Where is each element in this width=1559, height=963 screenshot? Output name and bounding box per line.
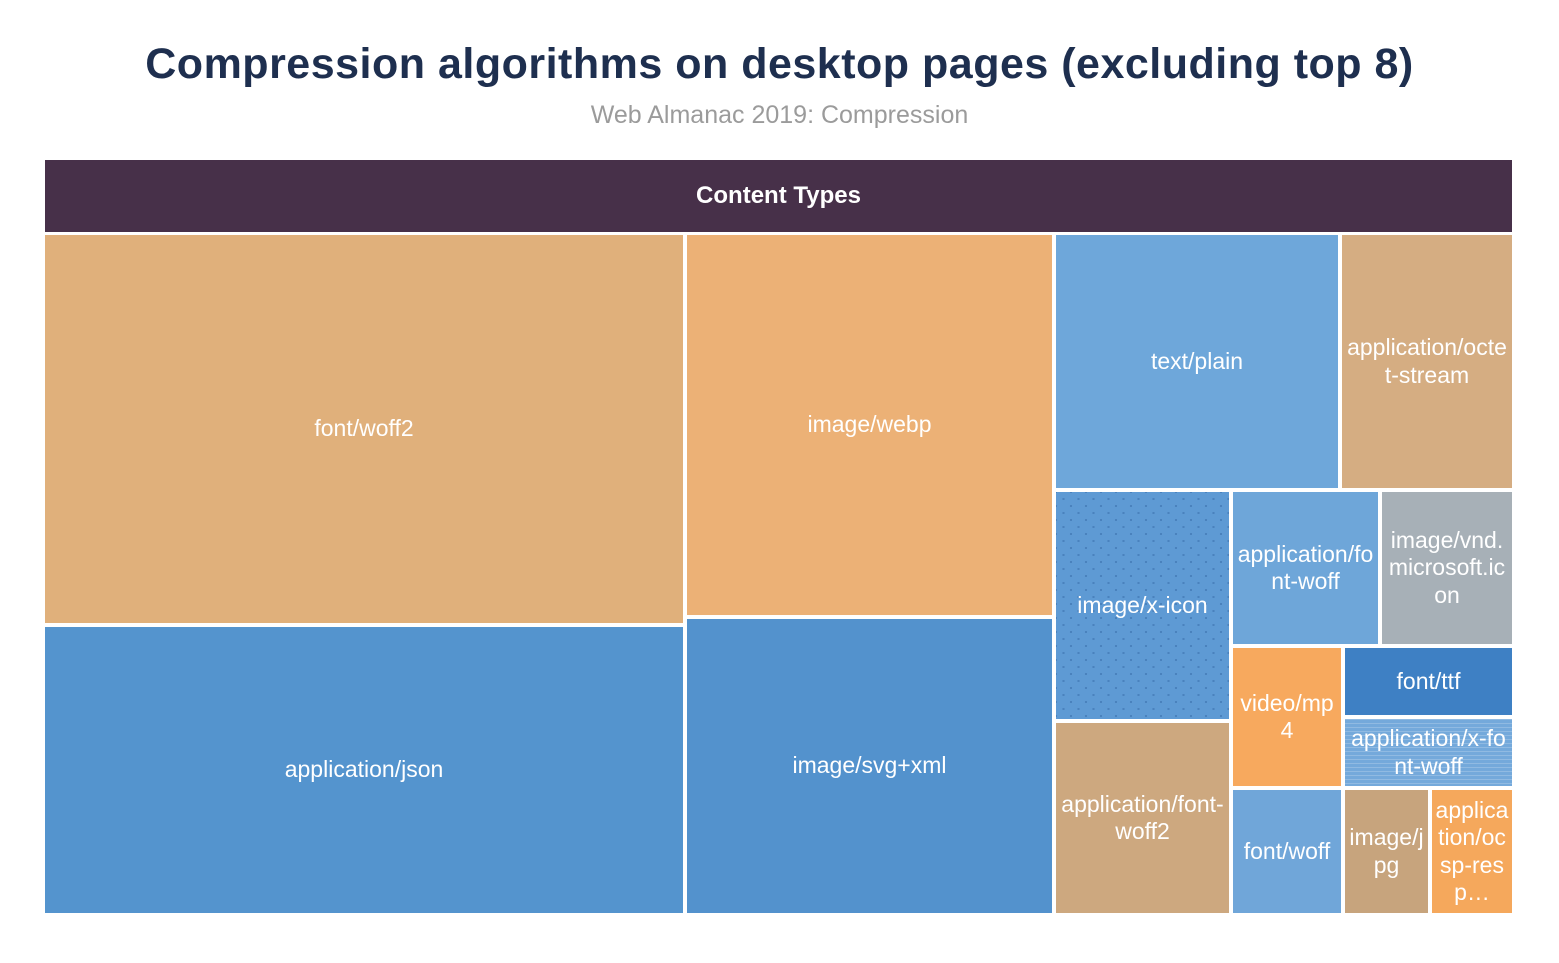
treemap-cell-application-ocsp-resp[interactable]: application/ocsp-resp…	[1432, 790, 1512, 913]
treemap-cell-text-plain[interactable]: text/plain	[1056, 235, 1338, 488]
chart-subtitle: Web Almanac 2019: Compression	[590, 101, 969, 129]
treemap: Content Types font/woff2 application/json…	[45, 160, 1512, 913]
treemap-cell-font-ttf[interactable]: font/ttf	[1345, 648, 1512, 715]
treemap-cell-application-font-woff[interactable]: application/font-woff	[1233, 492, 1378, 644]
treemap-cell-label: font/woff	[1243, 837, 1331, 864]
treemap-cell-label: image/webp	[807, 411, 932, 438]
treemap-cell-application-octet-stream[interactable]: application/octet-stream	[1342, 235, 1512, 488]
treemap-cell-label: font/woff2	[314, 415, 414, 442]
treemap-cell-image-jpg[interactable]: image/jpg	[1345, 790, 1428, 913]
treemap-cell-label: image/x-icon	[1077, 591, 1208, 618]
treemap-cell-label: video/mp4	[1240, 689, 1334, 743]
treemap-cell-application-json[interactable]: application/json	[45, 627, 683, 913]
treemap-cell-label: application/font-woff2	[1061, 790, 1224, 844]
treemap-cell-video-mp4[interactable]: video/mp4	[1233, 648, 1341, 786]
treemap-cell-label: application/octet-stream	[1347, 334, 1507, 388]
treemap-cell-label: image/vnd.microsoft.icon	[1388, 527, 1506, 608]
treemap-cell-label: font/ttf	[1396, 667, 1461, 694]
treemap-cell-application-x-font-woff[interactable]: application/x-font-woff	[1345, 719, 1512, 786]
treemap-cell-label: text/plain	[1150, 347, 1244, 374]
treemap-group-header: Content Types	[45, 160, 1512, 232]
treemap-group-label: Content Types	[696, 182, 861, 209]
treemap-cell-font-woff[interactable]: font/woff	[1233, 790, 1341, 913]
treemap-cell-image-x-icon[interactable]: image/x-icon	[1056, 492, 1229, 719]
treemap-cell-label: application/x-font-woff	[1351, 725, 1506, 779]
treemap-cell-image-webp[interactable]: image/webp	[687, 235, 1052, 615]
treemap-cell-image-svg-xml[interactable]: image/svg+xml	[687, 619, 1052, 913]
chart-title: Compression algorithms on desktop pages …	[145, 40, 1414, 88]
treemap-cell-font-woff2[interactable]: font/woff2	[45, 235, 683, 623]
treemap-cell-application-font-woff2[interactable]: application/font-woff2	[1056, 723, 1229, 913]
treemap-cell-label: image/svg+xml	[792, 752, 947, 779]
treemap-cell-label: image/jpg	[1349, 824, 1424, 878]
treemap-cell-label: application/ocsp-resp…	[1435, 797, 1509, 905]
treemap-cell-label: application/json	[284, 756, 444, 783]
treemap-cell-image-vnd-microsoft-icon[interactable]: image/vnd.microsoft.icon	[1382, 492, 1512, 644]
treemap-cell-label: application/font-woff	[1237, 540, 1374, 594]
